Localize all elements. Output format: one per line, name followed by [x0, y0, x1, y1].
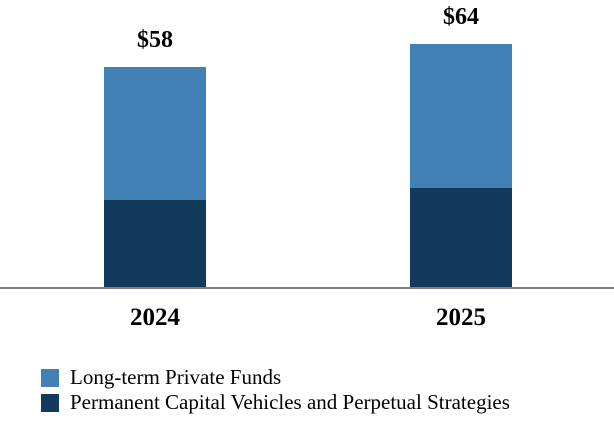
bar-group-2025: $64: [410, 4, 512, 287]
legend-label-long-term-private-funds: Long-term Private Funds: [70, 365, 282, 389]
legend-label-permanent-capital: Permanent Capital Vehicles and Perpetual…: [70, 390, 510, 414]
bar-total-label-2025: $64: [443, 4, 479, 31]
bar-segment-long-term-private-funds-2025: [410, 43, 512, 189]
bar-total-label-2024: $58: [137, 27, 173, 54]
legend: Long-term Private Funds Permanent Capita…: [41, 365, 510, 415]
x-axis-line: [0, 287, 614, 289]
legend-item-permanent-capital: Permanent Capital Vehicles and Perpetual…: [41, 390, 510, 415]
legend-swatch-long-term-private-funds: [41, 368, 59, 387]
bar-segment-permanent-capital-2024: [104, 199, 206, 287]
x-axis-tick-label-2024: 2024: [130, 304, 180, 331]
x-axis-tick-label-2025: 2025: [436, 304, 486, 331]
legend-swatch-permanent-capital: [41, 393, 59, 412]
legend-item-long-term-private-funds: Long-term Private Funds: [41, 365, 510, 390]
bar-segment-long-term-private-funds-2024: [104, 66, 206, 200]
bar-group-2024: $58: [104, 27, 206, 287]
bar-segment-permanent-capital-2025: [410, 188, 512, 287]
